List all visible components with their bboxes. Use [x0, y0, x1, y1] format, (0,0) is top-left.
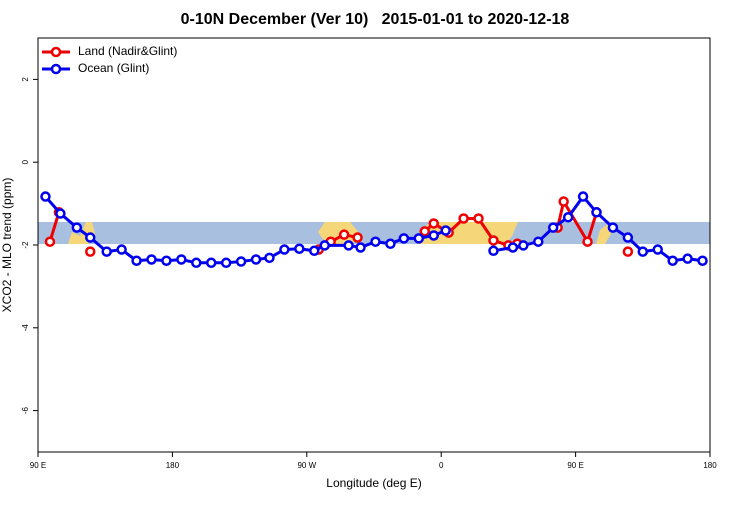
data-point [488, 235, 499, 246]
data-point [85, 232, 96, 243]
data-point [294, 243, 305, 254]
data-point [235, 256, 247, 267]
data-point [637, 246, 649, 257]
data-point [220, 257, 232, 269]
data-point [40, 191, 51, 202]
data-point [131, 255, 142, 266]
data-point [264, 252, 275, 264]
data-point [398, 233, 410, 244]
y-tick-label: -6 [21, 406, 30, 414]
y-tick-label: -2 [21, 241, 30, 249]
data-point [622, 246, 634, 257]
x-tick-label: 90 E [30, 461, 46, 470]
legend-marker [50, 63, 62, 75]
data-point [309, 245, 320, 257]
data-point [591, 207, 602, 218]
x-tick-label: 0 [439, 461, 444, 470]
data-point [352, 232, 363, 243]
data-point [428, 230, 439, 241]
data-point [161, 255, 172, 266]
data-point [205, 257, 217, 269]
data-point [682, 253, 693, 264]
x-tick-label: 180 [703, 461, 717, 470]
x-tick-label: 180 [166, 461, 180, 470]
data-point [279, 244, 290, 255]
data-point [440, 225, 451, 236]
data-point [385, 238, 396, 250]
data-point [428, 218, 439, 229]
y-tick-label: 2 [21, 77, 30, 82]
data-point [55, 208, 66, 219]
data-point [85, 246, 96, 257]
data-point [355, 242, 366, 253]
data-point [547, 222, 559, 233]
legend-marker [50, 46, 62, 58]
x-tick-label: 90 E [567, 461, 583, 470]
legend-label: Land (Nadir&Glint) [78, 44, 177, 58]
data-point [488, 245, 499, 257]
data-point [101, 246, 112, 257]
data-point [191, 257, 202, 269]
y-axis-label: XCO2 - MLO trend (ppm) [0, 178, 14, 313]
data-point [419, 226, 431, 237]
data-point [319, 240, 330, 251]
y-tick-label: 0 [21, 159, 30, 164]
data-point [622, 232, 634, 243]
data-point [533, 236, 544, 247]
data-point [250, 254, 262, 265]
data-point [44, 236, 56, 247]
legend-label: Ocean (Glint) [78, 61, 149, 75]
data-point [507, 242, 519, 253]
data-point [582, 236, 593, 247]
data-point [413, 233, 425, 244]
x-axis-label: Longitude (deg E) [326, 476, 421, 490]
chart-title: 0-10N December (Ver 10) 2015-01-01 to 20… [181, 11, 570, 28]
data-point [558, 196, 569, 207]
data-point [697, 255, 708, 266]
data-point [116, 244, 127, 255]
data-point [176, 254, 187, 265]
data-point [370, 236, 381, 247]
data-point [338, 229, 350, 240]
data-point [473, 213, 484, 224]
data-point [71, 222, 83, 233]
data-point [343, 240, 354, 251]
data-point [458, 213, 469, 224]
data-point [518, 240, 529, 251]
data-point [562, 212, 574, 223]
data-point [667, 255, 678, 266]
data-point [146, 254, 157, 265]
data-point [652, 244, 663, 255]
data-point [577, 191, 589, 202]
data-point [607, 222, 619, 233]
y-tick-label: -4 [21, 324, 30, 332]
x-tick-label: 90 W [297, 461, 316, 470]
